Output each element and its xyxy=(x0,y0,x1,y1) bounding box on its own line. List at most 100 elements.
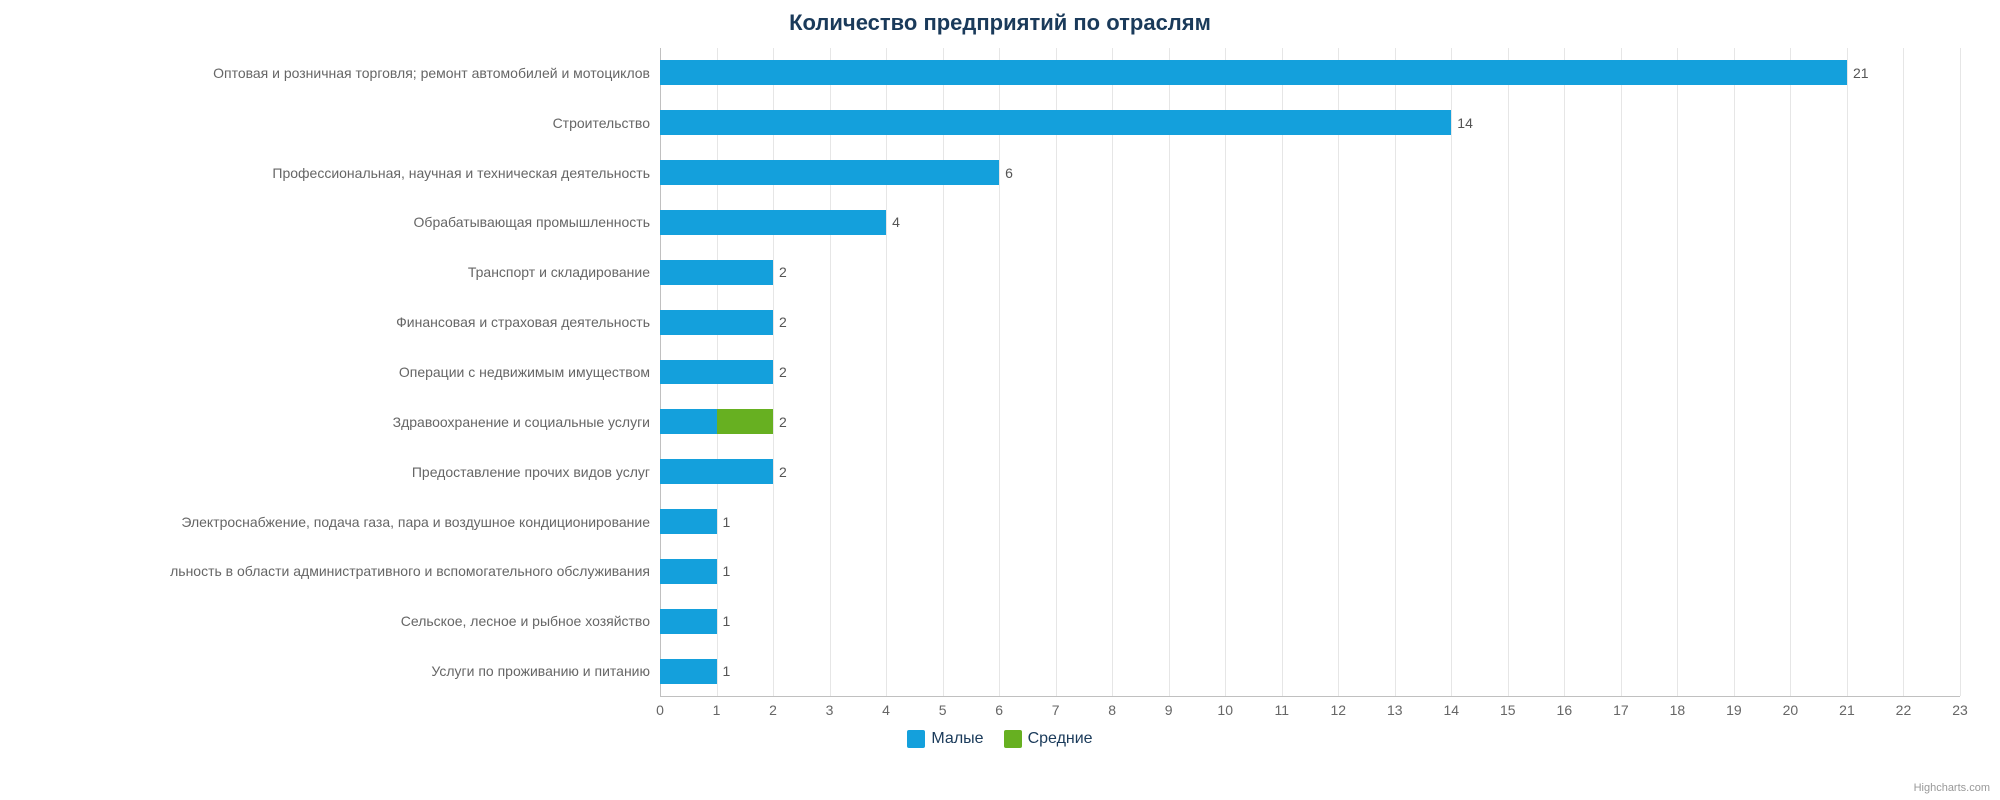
bar-value-label: 1 xyxy=(717,563,731,579)
bar-value-label: 1 xyxy=(717,514,731,530)
x-tick-label: 19 xyxy=(1726,696,1742,718)
bar-segment[interactable] xyxy=(660,609,717,634)
gridline xyxy=(1734,48,1735,696)
bar-row: 21 xyxy=(660,60,1847,85)
x-tick-label: 16 xyxy=(1557,696,1573,718)
bar-segment[interactable] xyxy=(660,260,773,285)
x-tick-label: 2 xyxy=(769,696,777,718)
chart-container: Количество предприятий по отраслям 01234… xyxy=(0,0,2000,800)
plot-area: 01234567891011121314151617181920212223Оп… xyxy=(660,48,1960,696)
bar-value-label: 2 xyxy=(773,264,787,280)
x-tick-label: 23 xyxy=(1952,696,1968,718)
y-tick-label: Строительство xyxy=(553,115,660,131)
bar-value-label: 1 xyxy=(717,613,731,629)
x-tick-label: 4 xyxy=(882,696,890,718)
bar-segment[interactable] xyxy=(660,559,717,584)
y-tick-label: Профессиональная, научная и техническая … xyxy=(272,165,660,181)
x-tick-label: 11 xyxy=(1274,696,1289,718)
bar-row: 6 xyxy=(660,160,999,185)
gridline xyxy=(999,48,1000,696)
gridline xyxy=(1790,48,1791,696)
x-tick-label: 20 xyxy=(1783,696,1799,718)
x-tick-label: 9 xyxy=(1165,696,1173,718)
gridline xyxy=(1508,48,1509,696)
x-tick-label: 13 xyxy=(1387,696,1403,718)
legend-label: Средние xyxy=(1028,730,1093,748)
gridline xyxy=(1282,48,1283,696)
bar-row: 1 xyxy=(660,609,717,634)
x-tick-label: 21 xyxy=(1839,696,1855,718)
bar-segment[interactable] xyxy=(660,210,886,235)
bar-segment[interactable] xyxy=(660,110,1451,135)
y-tick-label: Обрабатывающая промышленность xyxy=(414,214,660,230)
y-tick-label: Сельское, лесное и рыбное хозяйство xyxy=(401,613,660,629)
x-axis-line xyxy=(660,696,1960,697)
y-tick-label: Операции с недвижимым имуществом xyxy=(399,364,660,380)
bar-segment[interactable] xyxy=(660,509,717,534)
bar-value-label: 6 xyxy=(999,165,1013,181)
bar-row: 1 xyxy=(660,659,717,684)
gridline xyxy=(886,48,887,696)
x-tick-label: 5 xyxy=(939,696,947,718)
x-tick-label: 0 xyxy=(656,696,664,718)
bar-row: 2 xyxy=(660,459,773,484)
x-tick-label: 1 xyxy=(713,696,721,718)
y-tick-label: Финансовая и страховая деятельность xyxy=(396,314,660,330)
bar-value-label: 1 xyxy=(717,663,731,679)
gridline xyxy=(1169,48,1170,696)
bar-segment[interactable] xyxy=(660,659,717,684)
bar-segment[interactable] xyxy=(660,409,717,434)
y-tick-label: Электроснабжение, подача газа, пара и во… xyxy=(181,514,660,530)
legend: Малые Средние xyxy=(0,730,2000,753)
bar-segment[interactable] xyxy=(660,310,773,335)
gridline xyxy=(1903,48,1904,696)
bar-row: 2 xyxy=(660,310,773,335)
gridline xyxy=(1564,48,1565,696)
bar-segment[interactable] xyxy=(660,459,773,484)
y-tick-label: Оптовая и розничная торговля; ремонт авт… xyxy=(213,65,660,81)
legend-item[interactable]: Средние xyxy=(1004,730,1093,748)
gridline xyxy=(1451,48,1452,696)
credits-link[interactable]: Highcharts.com xyxy=(1914,782,1990,794)
bar-row: 4 xyxy=(660,210,886,235)
gridline xyxy=(1056,48,1057,696)
bar-segment[interactable] xyxy=(660,360,773,385)
bar-row: 2 xyxy=(660,360,773,385)
x-tick-label: 10 xyxy=(1217,696,1233,718)
bar-value-label: 21 xyxy=(1847,65,1869,81)
bar-row: 2 xyxy=(660,409,773,434)
x-tick-label: 3 xyxy=(826,696,834,718)
gridline xyxy=(1847,48,1848,696)
gridline xyxy=(1395,48,1396,696)
bar-value-label: 4 xyxy=(886,214,900,230)
gridline xyxy=(943,48,944,696)
gridline xyxy=(1225,48,1226,696)
bar-row: 14 xyxy=(660,110,1451,135)
legend-label: Малые xyxy=(931,730,983,748)
bar-segment[interactable] xyxy=(660,160,999,185)
bar-segment[interactable] xyxy=(717,409,774,434)
bar-segment[interactable] xyxy=(660,60,1847,85)
y-tick-label: Транспорт и складирование xyxy=(468,264,660,280)
gridline xyxy=(830,48,831,696)
x-tick-label: 14 xyxy=(1444,696,1460,718)
bar-row: 1 xyxy=(660,509,717,534)
gridline xyxy=(1338,48,1339,696)
bar-value-label: 14 xyxy=(1451,115,1473,131)
x-tick-label: 6 xyxy=(995,696,1003,718)
bar-row: 2 xyxy=(660,260,773,285)
gridline xyxy=(1112,48,1113,696)
gridline xyxy=(1677,48,1678,696)
legend-item[interactable]: Малые xyxy=(907,730,983,748)
x-tick-label: 18 xyxy=(1670,696,1686,718)
x-tick-label: 17 xyxy=(1613,696,1629,718)
bar-value-label: 2 xyxy=(773,314,787,330)
y-tick-label: Предоставление прочих видов услуг xyxy=(412,464,660,480)
bar-value-label: 2 xyxy=(773,464,787,480)
chart-title: Количество предприятий по отраслям xyxy=(0,10,2000,36)
x-tick-label: 7 xyxy=(1052,696,1060,718)
legend-swatch xyxy=(907,730,925,748)
x-tick-label: 8 xyxy=(1108,696,1116,718)
gridline xyxy=(1621,48,1622,696)
y-tick-label: Здравоохранение и социальные услуги xyxy=(393,414,660,430)
